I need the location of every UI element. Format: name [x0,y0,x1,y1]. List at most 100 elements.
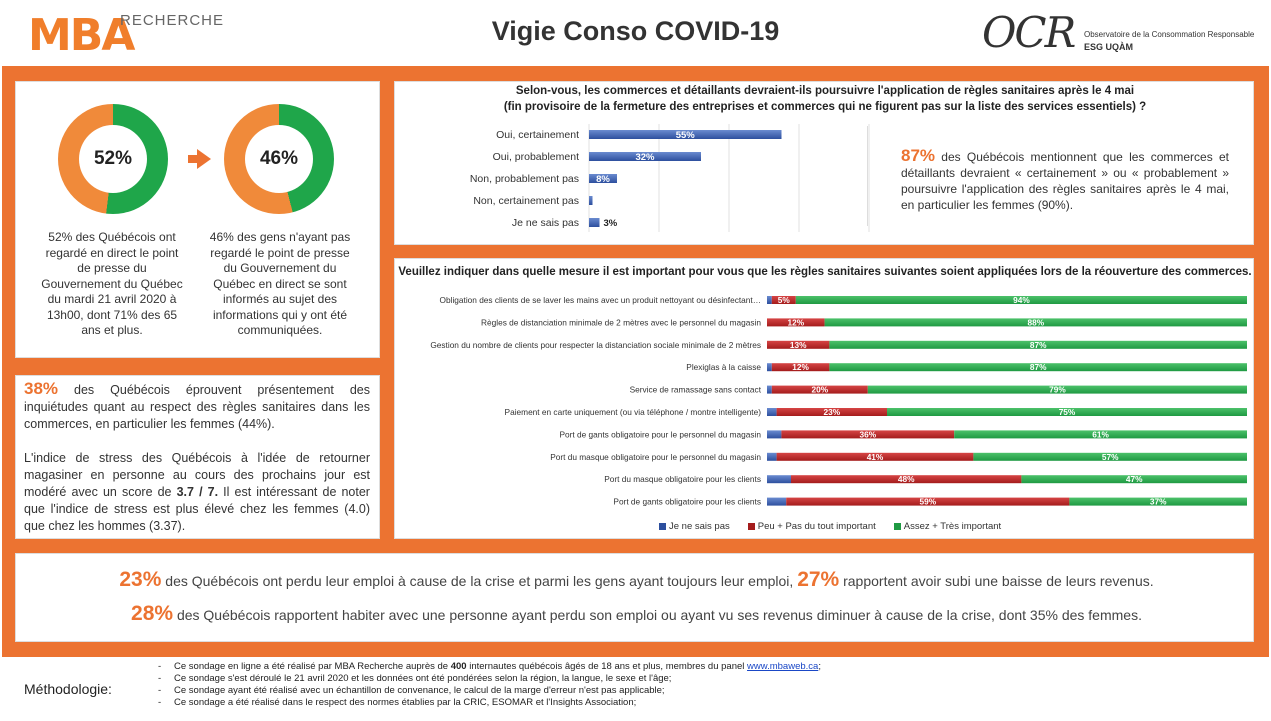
methodology-text: Ce sondage ayant été réalisé avec un éch… [174,685,665,696]
job-loss-pct: 23% [119,568,162,591]
employment-line-2: 28% des Québécois rapportent habiter ave… [1,602,1271,626]
arrow-right-icon-head [197,149,211,169]
methodology-item: - Ce sondage ayant été réalisé avec un éc… [158,685,665,696]
donut-right-caption: 46% des gens n'ayant pas regardé le poin… [209,230,351,337]
q1-panel: Selon-vous, les commerces et détaillants… [394,81,1254,245]
q1-data-label: 32% [635,152,655,163]
revenue-drop-text: rapportent avoir subi une baisse de leur… [843,573,1154,589]
q2-bar-segment [867,385,1247,394]
q2-data-label: 61% [1092,429,1109,439]
ocr-logo: OCR [982,8,1076,57]
q2-bar-segment [767,385,772,394]
q2-bar-segment [973,452,1247,461]
donut-left-caption: 52% des Québécois ont regardé en direct … [41,230,183,337]
legend-swatch-dontknow [659,523,666,530]
q2-data-label: 12% [792,362,809,372]
q2-category-label: Port de gants obligatoire pour les clien… [613,497,761,507]
legend-label-important: Assez + Très important [903,521,1002,532]
q2-legend: Je ne sais pas Peu + Pas du tout importa… [659,521,1001,532]
q2-data-label: 57% [1102,452,1119,462]
q1-category-label: Oui, probablement [493,151,579,163]
q1-category-label: Oui, certainement [496,129,579,141]
q1-highlight-pct: 87% [901,146,936,165]
q2-bar-segment [1021,475,1247,484]
ocr-logo-university: ESG UQÀM [1084,42,1134,52]
q2-data-label: 75% [1059,407,1076,417]
q2-bar-segment [767,430,782,439]
methodology-text: internautes québécois âgés de 18 ans et … [466,661,748,672]
q2-bar-segment [781,430,955,439]
q1-title: Selon-vous, les commerces et détaillants… [395,83,1255,115]
methodology-text: Ce sondage en ligne a été réalisé par MB… [174,661,451,672]
q2-data-label: 12% [787,317,804,327]
stress-text-1: des Québécois éprouvent présentement des… [24,383,370,431]
stress-panel: 38% des Québécois éprouvent présentement… [15,375,380,539]
q2-stacked-bar-chart: Obligation des clients de se laver les m… [430,295,1247,507]
donut-value: 52% [79,125,147,193]
methodology-text: ; [818,661,821,672]
q2-panel: Veuillez indiquer dans quelle mesure il … [394,258,1254,539]
q2-bar-segment [776,408,887,416]
legend-swatch-unimportant [747,523,755,530]
legend-swatch-important [893,523,901,530]
q1-category-label: Non, probablement pas [470,173,579,185]
page-title: Vigie Conso COVID-19 [491,16,780,46]
q2-bar-segment [887,408,1247,416]
q1-highlight-text: des Québécois mentionnent que les commer… [901,150,1229,212]
stress-paragraph-1: 38% des Québécois éprouvent présentement… [24,380,370,433]
donut-chart-informed: 46% [224,104,334,214]
methodology-text: Ce sondage a été réalisé dans le respect… [174,697,637,708]
q1-data-label: 8% [596,174,610,185]
sample-size: 400 [450,661,467,672]
q2-bar-segment [767,340,830,349]
q2-data-label: 20% [811,385,828,395]
employment-panel: 23% des Québécois ont perdu leur emploi … [15,553,1254,642]
q1-title-line-2: (fin provisoire de la fermeture des entr… [503,101,1147,113]
q2-data-label: 13% [790,340,807,350]
q2-bar-segment [767,363,772,372]
q2-bar-segment [1069,497,1247,506]
q2-data-label: 37% [1150,497,1167,507]
q2-data-label: 79% [1049,385,1066,395]
q2-bar-segment [767,497,787,506]
q2-bar-segment [954,430,1247,439]
q2-bar-segment [771,385,868,394]
mba-logo: MBA [28,10,135,61]
q2-category-label: Paiement en carte uniquement (ou via tél… [505,407,762,417]
q2-data-label: 23% [823,407,840,417]
q1-bar [589,152,701,161]
q2-data-label: 41% [867,452,884,462]
stress-text-2b: Il est intéressant de noter que l'indice… [24,485,370,533]
q1-bar [589,174,617,183]
legend-label-dontknow: Je ne sais pas [669,521,730,532]
q2-bar-segment [767,475,791,484]
q1-bar [589,218,600,227]
q1-highlight: 87% des Québécois mentionnent que les co… [901,146,1229,213]
q2-bar-segment [829,340,1247,349]
job-loss-text: des Québécois ont perdu leur emploi à ca… [165,573,794,589]
q2-data-label: 87% [1030,340,1047,350]
mbaweb-link[interactable]: www.mbaweb.ca [747,661,819,672]
legend-label-unimportant: Peu + Pas du tout important [757,521,876,532]
methodology-item: - Ce sondage a été réalisé dans le respec… [158,697,637,708]
q2-category-label: Plexiglas à la caisse [686,362,761,372]
ocr-logo-name: Observatoire de la Consommation Responsa… [1084,30,1255,39]
revenue-drop-pct: 27% [797,568,840,591]
q2-data-label: 48% [898,474,915,484]
q2-category-label: Obligation des clients de se laver les m… [440,295,761,305]
q1-data-label: 55% [676,130,696,141]
mba-logo-subtitle: RECHERCHE [120,12,225,29]
q2-bar-segment [767,318,825,327]
q2-category-label: Règles de distanciation minimale de 2 mè… [481,317,761,327]
q2-category-label: Service de ramassage sans contact [630,385,762,395]
stress-pct: 38% [24,379,59,398]
q2-bar-segment [771,363,830,372]
q2-bar-segment [829,363,1247,372]
q2-bar-segment [776,452,974,461]
q2-data-label: 87% [1030,362,1047,372]
q1-bar-chart: Oui, certainement 55% Oui, probablement 32%… [470,124,870,232]
arrow-right-icon [188,155,198,163]
q1-title-line-1: Selon-vous, les commerces et détaillants… [515,85,1135,97]
methodology-item: - Ce sondage s'est déroulé le 21 avril 20… [158,673,672,684]
q2-category-label: Port du masque obligatoire pour les clie… [604,474,761,484]
